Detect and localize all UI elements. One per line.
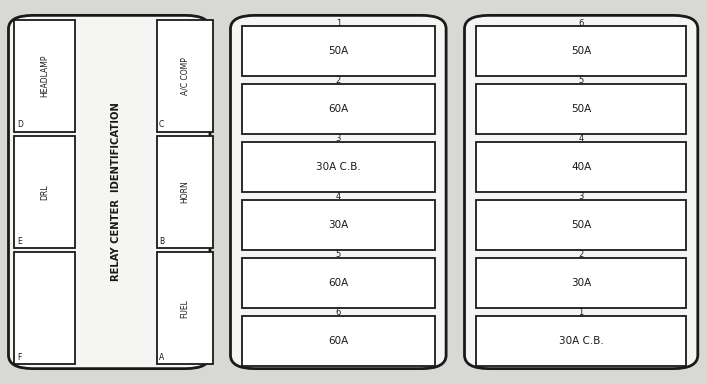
Bar <box>14 20 75 132</box>
Bar <box>157 252 214 364</box>
Bar <box>242 200 435 250</box>
Text: D: D <box>17 120 23 129</box>
FancyBboxPatch shape <box>230 15 446 369</box>
Bar <box>242 26 435 76</box>
Text: 30A C.B.: 30A C.B. <box>559 336 604 346</box>
FancyBboxPatch shape <box>464 15 698 369</box>
Bar <box>476 316 686 366</box>
Text: DRL: DRL <box>40 184 49 200</box>
Text: 50A: 50A <box>571 220 591 230</box>
Bar <box>14 136 75 248</box>
Text: 6: 6 <box>578 18 584 28</box>
Text: 30A C.B.: 30A C.B. <box>316 162 361 172</box>
Text: A: A <box>159 353 164 362</box>
Text: 4: 4 <box>336 192 341 201</box>
Text: 40A: 40A <box>571 162 591 172</box>
Text: 1: 1 <box>336 18 341 28</box>
Bar <box>242 142 435 192</box>
FancyBboxPatch shape <box>8 15 210 369</box>
Bar <box>476 258 686 308</box>
Text: B: B <box>159 237 164 245</box>
Text: 30A: 30A <box>571 278 591 288</box>
Bar <box>476 142 686 192</box>
Text: 60A: 60A <box>328 278 349 288</box>
Text: 50A: 50A <box>571 46 591 56</box>
Bar <box>157 20 214 132</box>
Bar <box>242 258 435 308</box>
Text: C: C <box>159 120 164 129</box>
Text: 3: 3 <box>336 134 341 143</box>
Bar <box>157 136 214 248</box>
Text: A/C COMP: A/C COMP <box>180 57 189 95</box>
Text: E: E <box>17 237 22 245</box>
Text: RELAY CENTER  IDENTIFICATION: RELAY CENTER IDENTIFICATION <box>111 103 121 281</box>
Bar <box>242 316 435 366</box>
Text: 1: 1 <box>578 308 584 317</box>
Text: 50A: 50A <box>571 104 591 114</box>
Text: 3: 3 <box>578 192 584 201</box>
Bar <box>14 252 75 364</box>
Text: F: F <box>17 353 21 362</box>
Bar <box>476 200 686 250</box>
Text: 60A: 60A <box>328 104 349 114</box>
Bar <box>242 84 435 134</box>
Text: 2: 2 <box>336 76 341 86</box>
Text: 5: 5 <box>578 76 584 86</box>
Text: 60A: 60A <box>328 336 349 346</box>
Text: HORN: HORN <box>180 180 189 204</box>
Text: 6: 6 <box>336 308 341 317</box>
Text: 4: 4 <box>578 134 584 143</box>
Bar <box>476 26 686 76</box>
Bar <box>476 84 686 134</box>
Text: 2: 2 <box>578 250 584 259</box>
Text: 30A: 30A <box>328 220 349 230</box>
Text: 50A: 50A <box>328 46 349 56</box>
Text: HEADLAMP: HEADLAMP <box>40 55 49 97</box>
Text: FUEL: FUEL <box>180 299 189 318</box>
Text: 5: 5 <box>336 250 341 259</box>
